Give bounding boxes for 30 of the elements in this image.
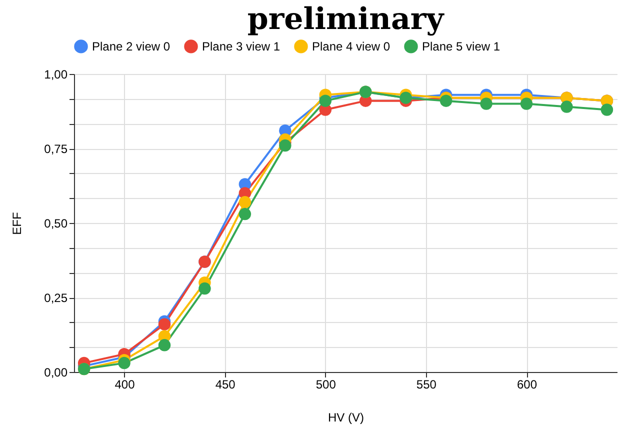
x-tick-label: 450	[215, 378, 236, 392]
y-axis-title: EFF	[10, 212, 24, 235]
point	[560, 100, 573, 113]
x-tick-label: 600	[516, 378, 538, 392]
legend-label: Plane 3 view 1	[202, 39, 280, 54]
y-tick-label: 0,50	[44, 216, 68, 230]
y-tick-label: 0,25	[44, 291, 68, 305]
x-tick-label: 500	[316, 378, 336, 392]
point	[600, 104, 614, 116]
legend-label: Plane 2 view 0	[92, 39, 170, 54]
legend-label: Plane 4 view 0	[312, 39, 390, 54]
point	[520, 98, 533, 110]
point	[118, 356, 130, 370]
x-tick-label: 400	[114, 378, 136, 392]
x-axis-title: HV (V)	[328, 410, 364, 424]
legend-label: Plane 5 view 1	[422, 39, 500, 54]
y-tick-label: 0,75	[44, 142, 68, 156]
y-tick-label: 1,00	[44, 68, 68, 82]
point	[158, 339, 171, 352]
point	[238, 196, 252, 208]
chart-title: preliminary	[247, 2, 446, 37]
point	[319, 94, 332, 107]
point	[158, 318, 171, 330]
point	[279, 139, 292, 152]
point	[198, 282, 211, 295]
point	[440, 94, 452, 107]
x-tick-label: 550	[416, 378, 437, 392]
point	[238, 208, 252, 220]
y-tick-label: 0,00	[44, 366, 68, 380]
point	[480, 98, 492, 110]
